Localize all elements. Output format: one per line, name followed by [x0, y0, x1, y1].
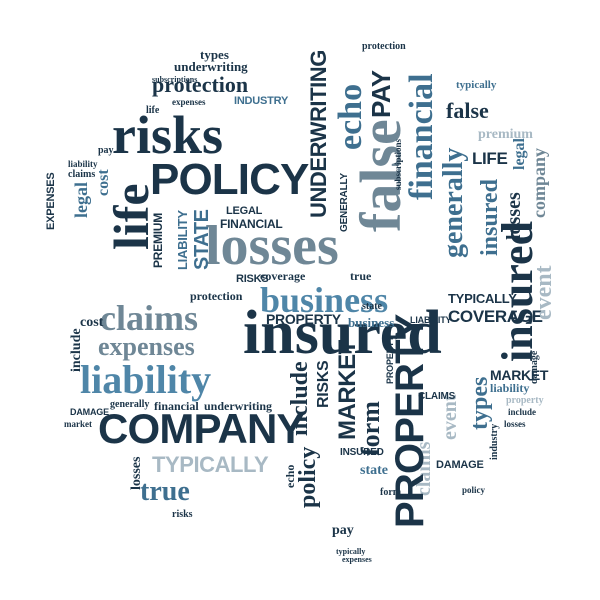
cloud-word: GENERALLY [339, 173, 350, 232]
cloud-word: risks [112, 105, 224, 165]
cloud-word: damage [529, 350, 540, 384]
cloud-word: form [380, 487, 402, 498]
cloud-word: policy [295, 446, 321, 508]
cloud-word: RISKS [236, 273, 269, 285]
cloud-word: expenses [98, 332, 195, 361]
cloud-word: generally [438, 147, 469, 258]
cloud-word: LIABILITY [410, 315, 452, 325]
cloud-word: industry [489, 423, 500, 460]
cloud-word: pay [98, 145, 114, 156]
cloud-word: include [508, 407, 537, 417]
cloud-word: DAMAGE [70, 407, 109, 417]
cloud-word: include [69, 328, 84, 372]
cloud-word: MARKET [490, 367, 549, 383]
cloud-word: COVERAGE [448, 307, 543, 326]
cloud-word: underwriting [204, 399, 273, 413]
cloud-word: state [362, 301, 382, 312]
cloud-word: losses [129, 456, 144, 490]
cloud-word: echo [283, 464, 297, 488]
cloud-word: coverage [260, 269, 306, 283]
cloud-word: UNDERWRITING [306, 50, 331, 218]
cloud-word: state [360, 463, 388, 478]
cloud-word: losses [205, 215, 339, 277]
cloud-word: DAMAGE [436, 459, 484, 471]
cloud-word: FINANCIAL [220, 217, 283, 231]
cloud-word: claims [68, 169, 96, 180]
cloud-word: COMPANY [98, 405, 305, 452]
cloud-word: event [531, 265, 557, 320]
cloud-word: liability [68, 159, 98, 169]
cloud-word: PROPERTY [266, 311, 341, 327]
cloud-word: liability [490, 381, 530, 395]
cloud-word: legal [71, 182, 91, 218]
cloud-word: business [348, 315, 395, 330]
cloud-word: RISKS [315, 360, 332, 408]
cloud-word: business [260, 280, 389, 320]
cloud-word: losses [504, 419, 526, 429]
cloud-word: true [350, 269, 372, 283]
cloud-word: false [446, 98, 489, 123]
cloud-word: INDUSTRY [234, 95, 289, 107]
cloud-word: legal [511, 138, 528, 170]
cloud-word: cost [80, 315, 104, 330]
cloud-word: TYPICALLY [152, 452, 269, 477]
cloud-word: cost [95, 169, 112, 196]
cloud-word: expenses [342, 555, 372, 564]
cloud-word: LIABILITY [175, 210, 190, 270]
cloud-word: policy [462, 485, 486, 495]
cloud-word: STATE [191, 209, 213, 270]
cloud-word: pay [332, 523, 354, 538]
cloud-word: risks [172, 509, 193, 520]
cloud-word: life [103, 183, 159, 250]
cloud-word: subscriptions [152, 75, 198, 84]
cloud-word: echo [332, 83, 369, 150]
cloud-word: true [140, 476, 190, 507]
cloud-word: typically [456, 79, 497, 91]
cloud-word: market [64, 419, 92, 429]
cloud-word: MARKET [334, 340, 361, 440]
cloud-word: LIFE [472, 149, 508, 168]
cloud-word: claims [100, 298, 198, 338]
cloud-word: life [146, 105, 160, 116]
cloud-word: PROPERTY [385, 335, 395, 384]
cloud-word: types [200, 47, 229, 62]
cloud-word: PREMIUM [151, 213, 165, 268]
cloud-word: protection [152, 72, 249, 97]
cloud-word: CLAIMS [418, 391, 456, 402]
cloud-word: protection [362, 41, 406, 52]
cloud-word: premium [478, 127, 533, 142]
cloud-word: protection [190, 289, 243, 303]
cloud-word: types [467, 376, 493, 430]
cloud-word: subscriptions [393, 138, 403, 190]
cloud-word: LEGAL [226, 205, 263, 217]
cloud-word: expenses [172, 97, 206, 107]
cloud-word: company [529, 147, 549, 218]
cloud-word: liability [80, 357, 212, 402]
cloud-word: insured [243, 299, 442, 367]
cloud-word: property [506, 395, 544, 406]
cloud-word: POLICY [150, 155, 309, 204]
cloud-word: generally [110, 399, 150, 410]
cloud-word: EXPENSES [45, 172, 57, 230]
cloud-word: underwriting [174, 59, 248, 74]
cloud-word: PAY [366, 70, 396, 118]
cloud-word: TYPICALLY [448, 291, 517, 306]
cloud-word: INSURED [340, 447, 384, 458]
cloud-word: typically [336, 547, 366, 556]
cloud-word: financial [403, 73, 440, 200]
cloud-word: financial [154, 399, 199, 413]
